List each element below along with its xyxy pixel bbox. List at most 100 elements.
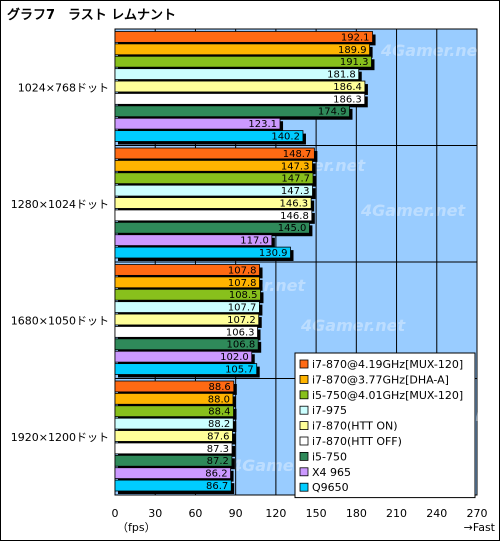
bar-0-4 <box>114 80 366 93</box>
bar-value-1-5: 146.8 <box>280 211 309 222</box>
bar-value-2-3: 107.7 <box>228 303 257 314</box>
legend-swatch-6 <box>299 451 309 461</box>
bar-3-4 <box>114 430 233 442</box>
bar-2-5 <box>114 326 258 338</box>
legend-swatch-0 <box>299 359 309 369</box>
watermark-0: 4Gamer.net <box>380 41 487 60</box>
bar-value-1-7: 117.0 <box>240 236 269 247</box>
bar-0-8 <box>114 130 304 142</box>
bar-value-3-1: 88.0 <box>208 394 230 405</box>
bar-value-3-7: 86.2 <box>205 469 227 480</box>
bar-value-2-2: 108.5 <box>229 290 258 301</box>
bar-value-3-0: 88.6 <box>209 382 231 393</box>
legend-swatch-5 <box>299 436 309 446</box>
chart-title: グラフ7 ラスト レムナント <box>7 7 176 23</box>
legend-swatch-2 <box>299 390 309 400</box>
legend-swatch-7 <box>299 467 309 477</box>
x-tick-270: 270 <box>467 507 488 520</box>
bar-value-3-3: 88.2 <box>208 419 230 430</box>
bar-3-7 <box>114 467 231 480</box>
bar-value-2-4: 107.2 <box>227 315 256 326</box>
bar-value-2-0: 107.8 <box>228 265 257 276</box>
bar-3-2 <box>114 405 234 418</box>
category-label-0: 1024×768ドット <box>18 81 109 94</box>
bar-value-2-8: 105.7 <box>225 365 254 376</box>
x-tick-210: 210 <box>386 507 407 520</box>
bar-0-7 <box>114 117 281 130</box>
x-tick-150: 150 <box>306 507 327 520</box>
bar-1-1 <box>114 159 313 172</box>
bar-1-6 <box>114 221 310 234</box>
legend-swatch-8 <box>299 482 309 492</box>
bar-value-2-1: 107.8 <box>228 278 257 289</box>
legend-label-0: i7-870@4.19GHz[MUX-120] <box>312 358 463 371</box>
bar-value-0-6: 174.9 <box>318 107 347 118</box>
bar-3-5 <box>114 442 233 455</box>
bar-value-0-3: 181.8 <box>327 70 356 81</box>
legend-swatch-3 <box>299 405 309 415</box>
category-labels: 1024×768ドット 1280×1024ドット 1680×1050ドット 1920×… <box>11 81 109 444</box>
watermark-4: 4Gamer.net <box>300 316 407 335</box>
bar-value-0-1: 189.9 <box>338 45 367 56</box>
bar-0-3 <box>114 68 360 80</box>
bar-value-0-7: 123.1 <box>248 119 277 130</box>
bar-3-8 <box>114 479 232 492</box>
bar-value-0-8: 140.2 <box>271 132 300 143</box>
legend-label-3: i7-975 <box>312 404 347 417</box>
bar-value-3-5: 87.3 <box>207 444 229 455</box>
bar-value-0-5: 186.3 <box>333 94 362 105</box>
bar-0-1 <box>114 43 371 56</box>
bar-value-0-4: 186.4 <box>333 82 362 93</box>
bar-1-7 <box>114 234 273 247</box>
bar-1-2 <box>114 172 314 185</box>
bar-value-1-3: 147.3 <box>281 186 310 197</box>
bar-2-3 <box>114 301 260 313</box>
bar-value-3-6: 87.2 <box>207 456 229 467</box>
category-label-3: 1920×1200ドット <box>11 431 109 444</box>
bar-1-0 <box>114 147 315 160</box>
bar-3-3 <box>114 417 234 430</box>
bar-value-1-6: 145.0 <box>278 223 307 234</box>
bar-0-5 <box>114 93 366 105</box>
bar-value-2-6: 106.8 <box>227 340 256 351</box>
legend-label-1: i7-870@3.77GHz[DHA-A] <box>312 373 449 386</box>
bar-value-0-0: 192.1 <box>341 32 370 43</box>
legend-label-8: Q9650 <box>312 481 349 494</box>
bar-2-8 <box>114 363 258 375</box>
legend: i7-870@4.19GHz[MUX-120] i7-870@3.77GHz[DH… <box>294 352 476 499</box>
bar-0-6 <box>114 105 350 118</box>
bar-value-1-8: 130.9 <box>259 248 288 259</box>
bar-2-1 <box>114 276 260 289</box>
legend-swatch-1 <box>299 374 309 384</box>
bar-value-0-2: 191.3 <box>340 57 369 68</box>
x-tick-60: 60 <box>188 507 202 520</box>
category-label-1: 1280×1024ドット <box>11 198 109 211</box>
x-tick-120: 120 <box>265 507 286 520</box>
x-axis-ticks: 0 30 60 90 120 150 180 210 240 270 <box>112 507 488 520</box>
legend-label-5: i7-870(HTT OFF) <box>312 435 402 448</box>
legend-swatch-4 <box>299 421 309 431</box>
bar-1-4 <box>114 197 312 209</box>
bar-1-8 <box>114 246 291 259</box>
bar-2-7 <box>114 350 253 363</box>
bar-3-0 <box>114 380 235 393</box>
x-axis-unit: （fps） <box>117 521 156 534</box>
bar-value-1-0: 148.7 <box>283 149 312 160</box>
bar-3-6 <box>114 454 233 467</box>
legend-label-2: i5-750@4.01GHz[MUX-120] <box>312 389 463 402</box>
fast-direction-label: →Fast <box>464 521 496 534</box>
legend-label-6: i5-750 <box>312 450 347 463</box>
x-tick-0: 0 <box>112 507 119 520</box>
bar-value-1-2: 147.7 <box>281 174 310 185</box>
bar-value-1-1: 147.3 <box>281 161 310 172</box>
legend-label-4: i7-870(HTT ON) <box>312 420 398 433</box>
watermark-2: 4Gamer.net <box>360 201 467 220</box>
bar-3-1 <box>114 392 234 405</box>
bar-value-3-4: 87.6 <box>207 431 229 442</box>
bar-value-3-8: 86.7 <box>206 481 228 492</box>
bar-0-2 <box>114 55 372 68</box>
bar-value-3-2: 88.4 <box>208 407 230 418</box>
